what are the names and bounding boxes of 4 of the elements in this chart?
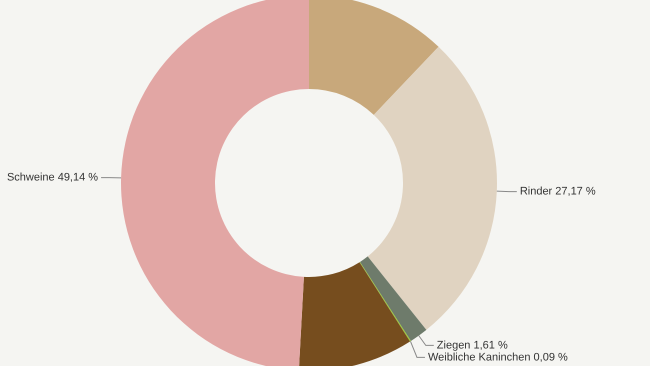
slice-label: Ziegen 1,61 %: [436, 339, 508, 352]
slice-label: Schweine 49,14 %: [6, 172, 98, 184]
slice-label: Weibliche Kaninchen 0,09 %: [428, 351, 568, 364]
slice-label: Rinder 27,17 %: [520, 186, 596, 198]
